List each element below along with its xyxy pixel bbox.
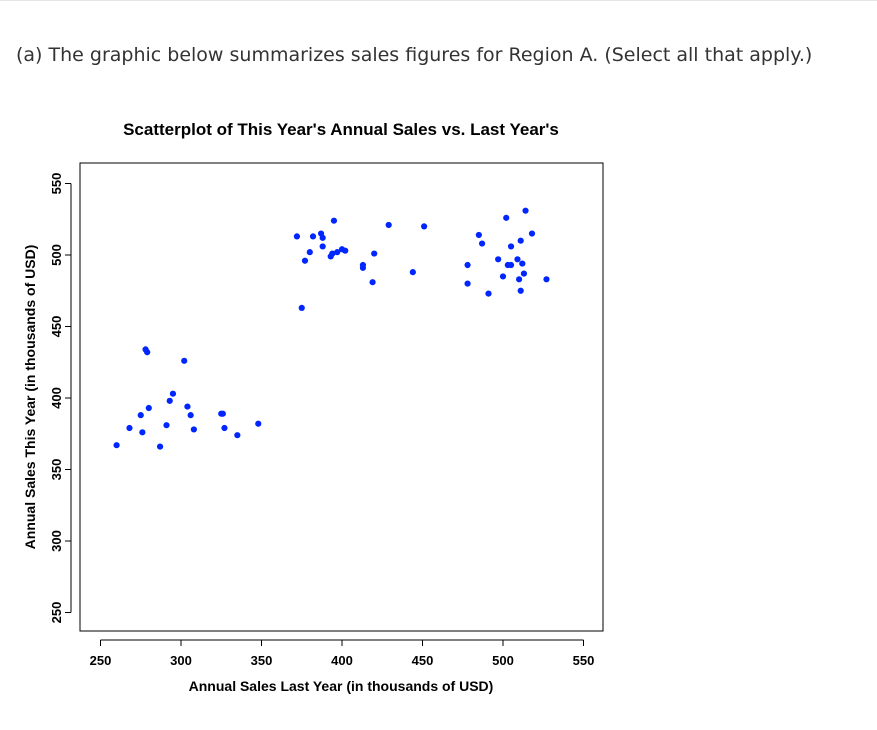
data-point: [156, 443, 164, 450]
data-point: [113, 442, 120, 449]
question-prompt: (a) The graphic below summarizes sales f…: [16, 44, 813, 66]
data-point: [517, 287, 524, 294]
data-point: [369, 279, 376, 286]
y-axis: 250 300 350 400 450 500 550: [49, 173, 72, 624]
x-tick-label: 250: [90, 653, 112, 668]
data-point: [306, 249, 313, 256]
data-point: [219, 410, 226, 417]
data-point: [166, 397, 173, 404]
data-point: [464, 261, 471, 269]
data-point: [319, 234, 326, 241]
x-tick-label: 500: [492, 653, 514, 668]
data-point: [359, 264, 367, 271]
y-tick-label: 350: [49, 459, 64, 481]
data-point: [293, 233, 301, 240]
chart-title: Scatterplot of This Year's Annual Sales …: [123, 120, 559, 139]
data-point: [163, 422, 170, 429]
data-point: [485, 290, 492, 297]
top-divider: [0, 0, 877, 1]
plot-frame: [79, 162, 604, 632]
y-tick-label: 400: [49, 387, 64, 409]
data-point: [514, 256, 521, 263]
data-point: [334, 249, 341, 256]
data-point: [255, 420, 262, 427]
data-point: [144, 349, 151, 356]
data-point: [543, 276, 550, 283]
data-point: [298, 304, 305, 312]
y-axis-label: Annual Sales This Year (in thousands of …: [22, 245, 38, 550]
data-point: [139, 429, 146, 436]
data-point: [478, 240, 486, 247]
data-point: [234, 432, 241, 439]
data-point: [145, 404, 152, 412]
data-points: [113, 207, 550, 450]
data-point: [190, 426, 197, 433]
data-point: [385, 221, 392, 229]
data-point: [221, 424, 228, 432]
x-axis: 250 300 350 400 450 500 550: [90, 639, 595, 668]
x-tick-label: 300: [170, 653, 192, 668]
data-point: [126, 424, 133, 432]
data-point: [137, 412, 144, 419]
x-tick-label: 450: [412, 653, 434, 668]
data-point: [329, 250, 336, 257]
data-point: [421, 223, 428, 230]
data-point: [528, 230, 536, 237]
data-point: [330, 217, 338, 224]
data-point: [499, 273, 507, 280]
data-point: [517, 237, 524, 244]
data-point: [475, 231, 482, 239]
y-tick-label: 300: [49, 530, 64, 552]
y-tick-label: 450: [49, 316, 64, 338]
data-point: [342, 247, 349, 254]
data-point: [169, 390, 177, 397]
data-point: [184, 403, 191, 410]
data-point: [516, 276, 523, 283]
x-tick-label: 350: [251, 653, 273, 668]
x-axis-label: Annual Sales Last Year (in thousands of …: [189, 678, 494, 694]
y-tick-label: 550: [49, 173, 64, 195]
data-point: [309, 233, 317, 240]
data-point: [187, 412, 194, 419]
data-point: [507, 243, 515, 250]
data-point: [507, 261, 515, 269]
data-point: [319, 243, 326, 250]
data-point: [181, 357, 188, 364]
data-point: [495, 256, 502, 263]
data-point: [301, 257, 309, 264]
x-tick-label: 400: [331, 653, 353, 668]
data-point: [503, 214, 510, 221]
y-tick-label: 250: [49, 602, 64, 624]
y-tick-label: 500: [49, 244, 64, 266]
data-point: [519, 260, 526, 267]
data-point: [520, 270, 528, 277]
data-point: [371, 250, 378, 257]
data-point: [522, 207, 529, 214]
data-point: [409, 269, 416, 276]
data-point: [464, 280, 471, 287]
x-tick-label: 550: [573, 653, 595, 668]
